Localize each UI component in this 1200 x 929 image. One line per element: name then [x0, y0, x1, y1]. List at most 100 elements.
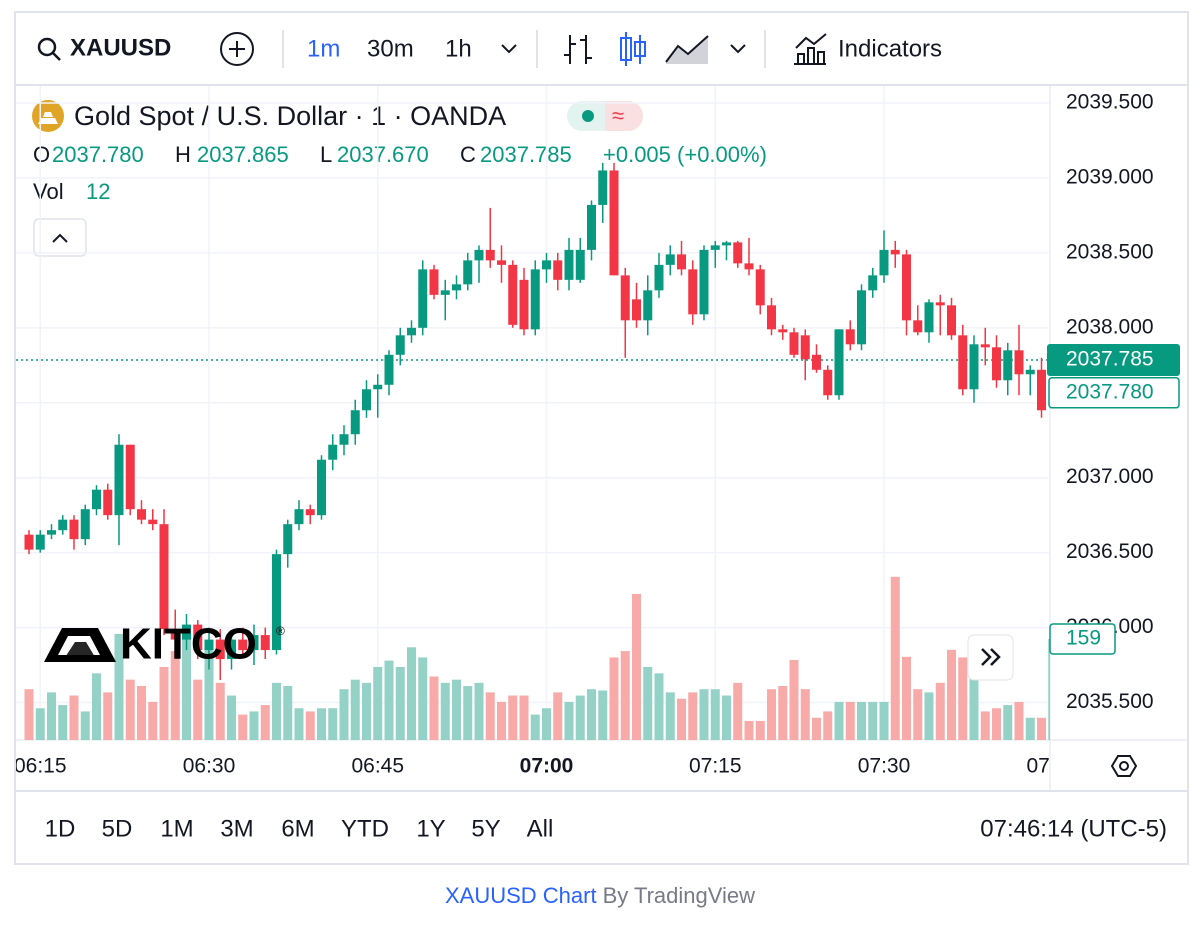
volume-bar	[339, 689, 349, 740]
volume-bar	[1003, 705, 1013, 740]
candle-body	[485, 249, 495, 261]
interval-button[interactable]: 1m	[307, 35, 340, 62]
candle-style-button[interactable]	[620, 32, 646, 66]
range-button[interactable]: 6M	[281, 815, 314, 842]
collapse-legend-button[interactable]	[33, 218, 87, 257]
indicators-button[interactable]: Indicators	[794, 33, 942, 65]
volume-bar	[114, 633, 124, 740]
volume-bar	[800, 689, 810, 740]
candle-body	[249, 635, 259, 651]
volume-bar	[58, 705, 68, 740]
interval-dropdown[interactable]	[501, 44, 517, 54]
candle-body	[294, 509, 304, 525]
style-dropdown[interactable]	[730, 44, 746, 54]
volume-label: 159	[1066, 627, 1101, 650]
range-button[interactable]: 3M	[220, 815, 253, 842]
volume-bar	[969, 676, 979, 740]
volume-bar	[575, 695, 585, 740]
candle-body	[159, 524, 169, 630]
volume-bar	[778, 686, 788, 740]
ohlc-value: 2037.670	[337, 142, 429, 167]
range-button[interactable]: All	[527, 815, 554, 842]
ohlc-value: 2037.865	[197, 142, 289, 167]
candle-body	[722, 242, 731, 246]
range-button[interactable]: 1M	[160, 815, 193, 842]
open-price-badge	[1048, 377, 1180, 409]
attribution-link[interactable]: XAUUSD Chart	[445, 883, 597, 908]
candle-body	[598, 170, 608, 205]
volume-bar	[665, 692, 675, 740]
range-button[interactable]: YTD	[341, 815, 389, 842]
volume-bar	[429, 676, 439, 740]
candle-body	[767, 305, 776, 330]
candle-body	[553, 260, 563, 280]
volume-bar	[935, 682, 945, 740]
range-button[interactable]: 1D	[45, 815, 76, 842]
chart-title: Gold Spot / U.S. Dollar · 1 · OANDA	[74, 101, 506, 131]
compare-button[interactable]	[220, 32, 254, 66]
volume-bar	[362, 682, 371, 740]
candle-body	[924, 302, 934, 333]
candle-body	[137, 509, 146, 520]
volume-legend-name: Vol	[33, 179, 64, 204]
candle-body	[24, 534, 34, 550]
clock: 07:46:14 (UTC-5)	[980, 815, 1167, 842]
candle-body	[755, 269, 765, 306]
y-tick-label: 2037.000	[1066, 465, 1154, 488]
volume-bar	[170, 651, 180, 740]
volume-bar	[1048, 639, 1050, 740]
volume-bar	[24, 689, 34, 740]
candle-body	[92, 489, 101, 510]
symbol-search[interactable]: XAUUSD	[37, 34, 171, 61]
candle-body	[812, 354, 821, 370]
bar-style-button[interactable]	[564, 35, 592, 64]
scroll-to-realtime[interactable]	[967, 634, 1014, 681]
market-status[interactable]: ≈	[567, 101, 643, 131]
indicators-label[interactable]: Indicators	[838, 35, 942, 62]
volume-bar	[474, 682, 484, 740]
symbol[interactable]: XAUUSD	[70, 34, 171, 61]
candle-body	[834, 329, 844, 396]
volume-bar	[418, 657, 428, 740]
volume-bar	[35, 708, 45, 740]
candle-body	[125, 444, 135, 510]
candle-body	[879, 249, 889, 276]
watermark-text: KITCO	[120, 620, 257, 669]
candle-body	[395, 335, 405, 355]
interval-button[interactable]: 30m	[367, 35, 414, 62]
volume-bar	[1014, 701, 1024, 740]
interval-button[interactable]: 1h	[445, 35, 472, 62]
ohlc-legend: O 2037.780 H 2037.865 L 2037.670 C 2037.785 +0.0…	[33, 142, 767, 167]
range-button[interactable]: 5D	[102, 815, 133, 842]
volume-bar	[980, 711, 990, 740]
area-style-button[interactable]	[665, 35, 709, 64]
volume-bar	[508, 695, 518, 740]
kitco-watermark: KITCO ®	[44, 620, 285, 669]
volume-bar	[452, 679, 461, 740]
ohlc-name: H	[175, 142, 191, 167]
candle-body	[283, 524, 293, 555]
volume-bar	[879, 701, 889, 740]
volume-bar	[407, 647, 416, 740]
candle-body	[305, 509, 315, 516]
volume-bar	[92, 673, 101, 740]
volume-bar	[902, 656, 911, 740]
volume-bar	[1037, 717, 1046, 740]
volume-bar	[283, 686, 293, 740]
volume-bar	[80, 711, 90, 740]
range-button[interactable]: 1Y	[416, 815, 445, 842]
candle-body	[958, 335, 968, 390]
volume-bar	[47, 692, 56, 740]
volume-bar	[924, 692, 934, 740]
range-button[interactable]: 5Y	[471, 815, 500, 842]
x-tick-label: 06:30	[183, 755, 236, 778]
candle-body	[530, 269, 540, 330]
candle-body	[665, 254, 675, 265]
volume-bar	[530, 714, 540, 740]
volume-bar	[182, 638, 191, 740]
settings-button[interactable]	[1110, 755, 1138, 777]
volume-bar	[767, 689, 776, 740]
candle-body	[80, 509, 90, 540]
candle-body	[1003, 350, 1013, 381]
y-tick-label: 2036.500	[1066, 540, 1154, 563]
